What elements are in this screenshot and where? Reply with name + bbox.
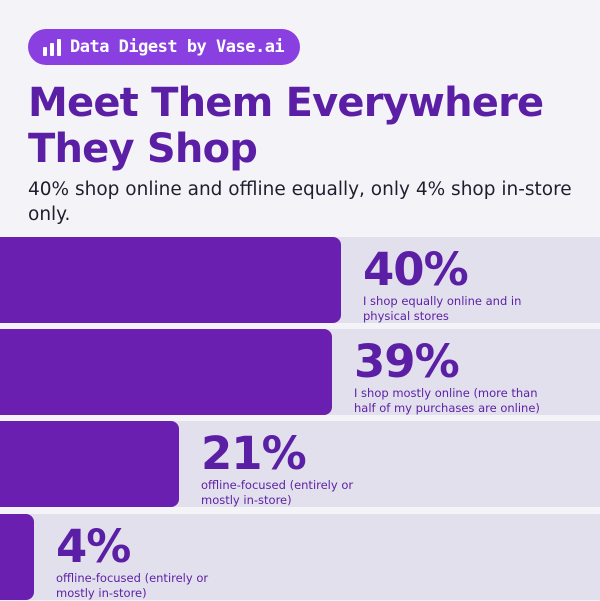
brand-badge: Data Digest by Vase.ai (28, 29, 301, 65)
bar-label: 40% I shop equally online and in physical … (363, 245, 521, 324)
bar-row: 4% offline-focused (entirely or mostly in-… (0, 514, 600, 600)
chart-subtitle: 40% shop online and offline equally, onl… (28, 179, 572, 225)
bar-chart: 40% I shop equally online and in physical … (0, 237, 600, 600)
bar-label: 21% offline-focused (entirely or mostly in… (201, 429, 353, 508)
bar-row: 21% offline-focused (entirely or mostly in… (0, 421, 600, 507)
bar-label: 39% I shop mostly online (more than half o… (354, 337, 540, 416)
bar (0, 421, 179, 507)
bar-category-label: I shop mostly online (more than half of m… (354, 386, 540, 415)
bar-row: 39% I shop mostly online (more than half o… (0, 329, 600, 415)
bar-track (0, 514, 600, 600)
bar (0, 237, 341, 323)
bar-chart-icon (43, 39, 61, 56)
chart-title: Meet Them Everywhere They Shop (28, 80, 544, 172)
bar-category-label: I shop equally online and in physical sto… (363, 294, 522, 323)
bar-value-label: 40% (363, 243, 469, 296)
bar-value-label: 39% (354, 335, 460, 388)
bar-category-label: offline-focused (entirely or mostly in-st… (56, 571, 209, 600)
bar-category-label: offline-focused (entirely or mostly in-st… (201, 478, 354, 507)
bar-row: 40% I shop equally online and in physical … (0, 237, 600, 323)
bar (0, 329, 332, 415)
bar-value-label: 4% (56, 520, 131, 573)
bar-value-label: 21% (201, 427, 307, 480)
bar (0, 514, 34, 600)
bar-label: 4% offline-focused (entirely or mostly in-… (56, 522, 208, 601)
brand-name: Data Digest by Vase.ai (70, 37, 285, 57)
